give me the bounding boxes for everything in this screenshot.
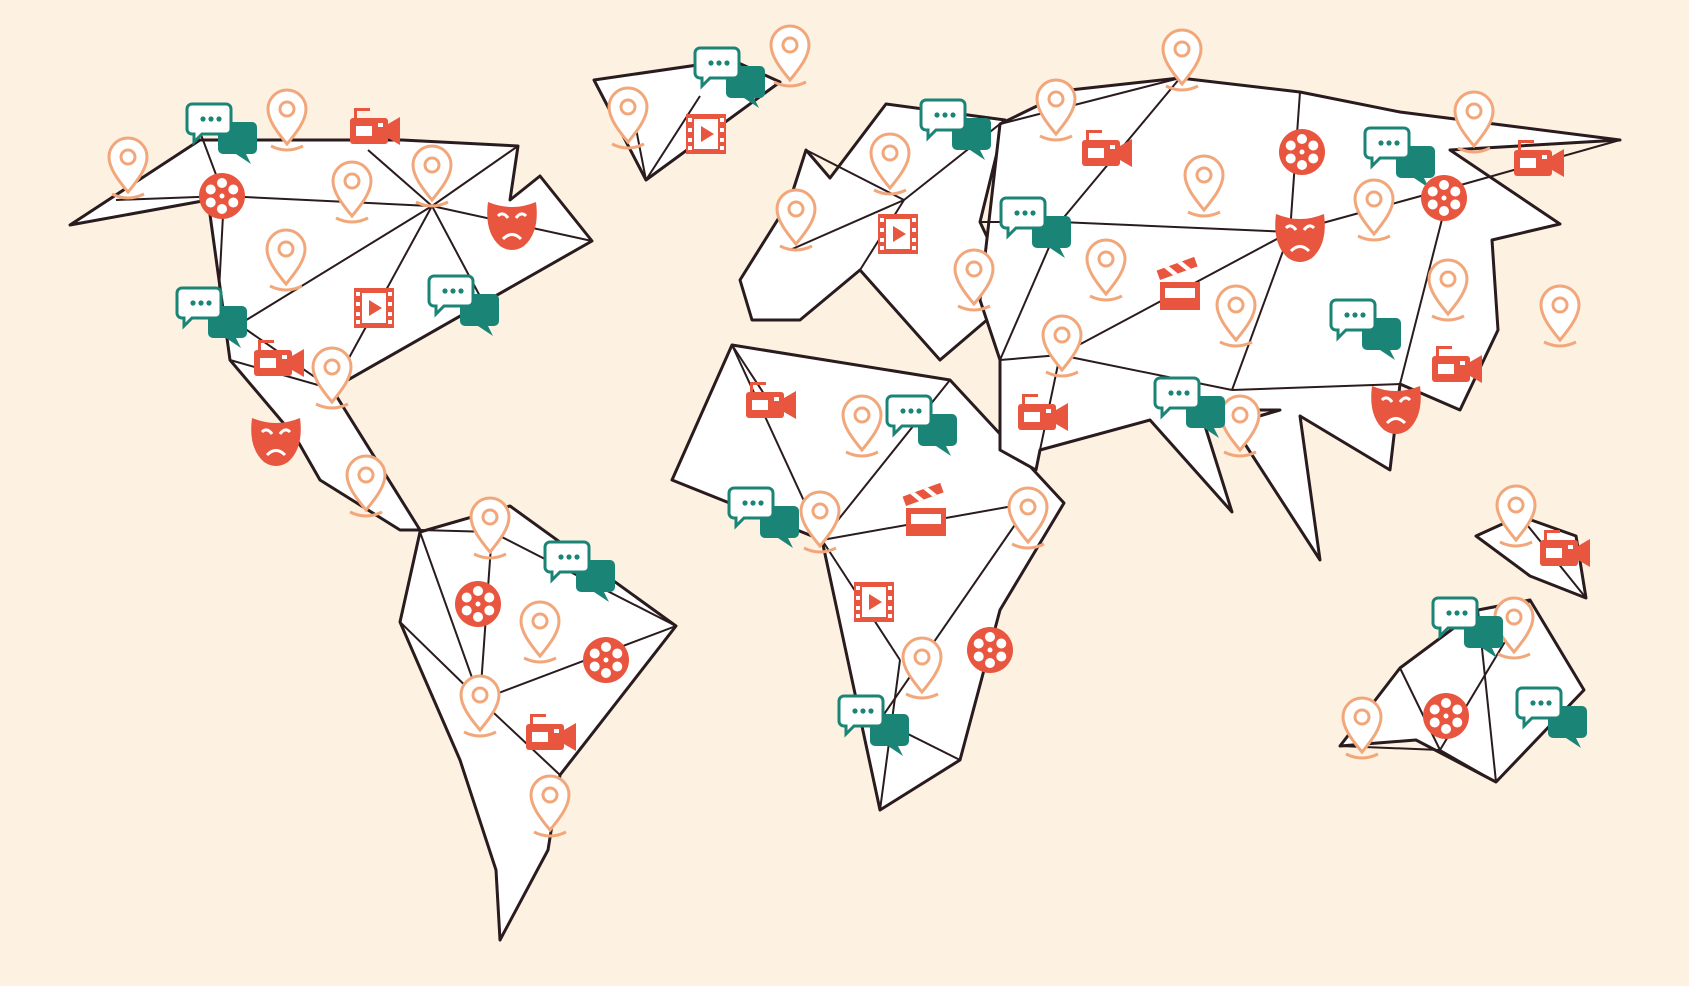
- film-reel-icon: [1421, 175, 1467, 221]
- film-strip-icon: [686, 114, 726, 154]
- film-reel-icon: [1279, 129, 1325, 175]
- film-reel-icon: [583, 637, 629, 683]
- australia-outline: [1338, 598, 1586, 784]
- film-strip-icon: [354, 288, 394, 328]
- film-reel-icon: [455, 581, 501, 627]
- africa-outline: [670, 343, 1066, 812]
- film-strip-icon: [878, 214, 918, 254]
- film-reel-icon: [967, 627, 1013, 673]
- film-reel-icon: [199, 173, 245, 219]
- film-strip-icon: [854, 582, 894, 622]
- film-reel-icon: [1423, 693, 1469, 739]
